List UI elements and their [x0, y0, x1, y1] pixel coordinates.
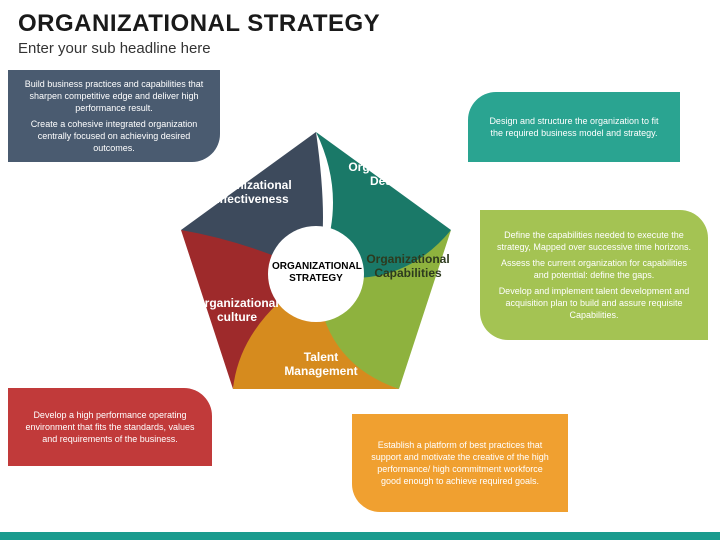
- segment-label-capabilities: Organizational Capabilities: [348, 252, 468, 281]
- segment-label-design: Organizational Design: [330, 160, 450, 189]
- callout-talent: Establish a platform of best practices t…: [352, 414, 568, 512]
- callout-design: Design and structure the organization to…: [468, 92, 680, 162]
- diagram-canvas: Organizational Design Organizational Cap…: [0, 62, 720, 530]
- page-subtitle: Enter your sub headline here: [18, 40, 702, 57]
- callout-capabilities: Define the capabilities needed to execut…: [480, 210, 708, 340]
- callout-effectiveness: Build business practices and capabilitie…: [8, 70, 220, 162]
- center-label: ORGANIZATIONAL STRATEGY: [272, 261, 360, 284]
- footer-bar: [0, 532, 720, 540]
- segment-label-culture: Organizational culture: [182, 296, 292, 325]
- callout-culture: Develop a high performance operating env…: [8, 388, 212, 466]
- segment-label-talent: Talent Management: [266, 350, 376, 379]
- page-title: ORGANIZATIONAL STRATEGY: [18, 10, 702, 38]
- segment-label-effectiveness: Organizational Effectiveness: [190, 178, 310, 207]
